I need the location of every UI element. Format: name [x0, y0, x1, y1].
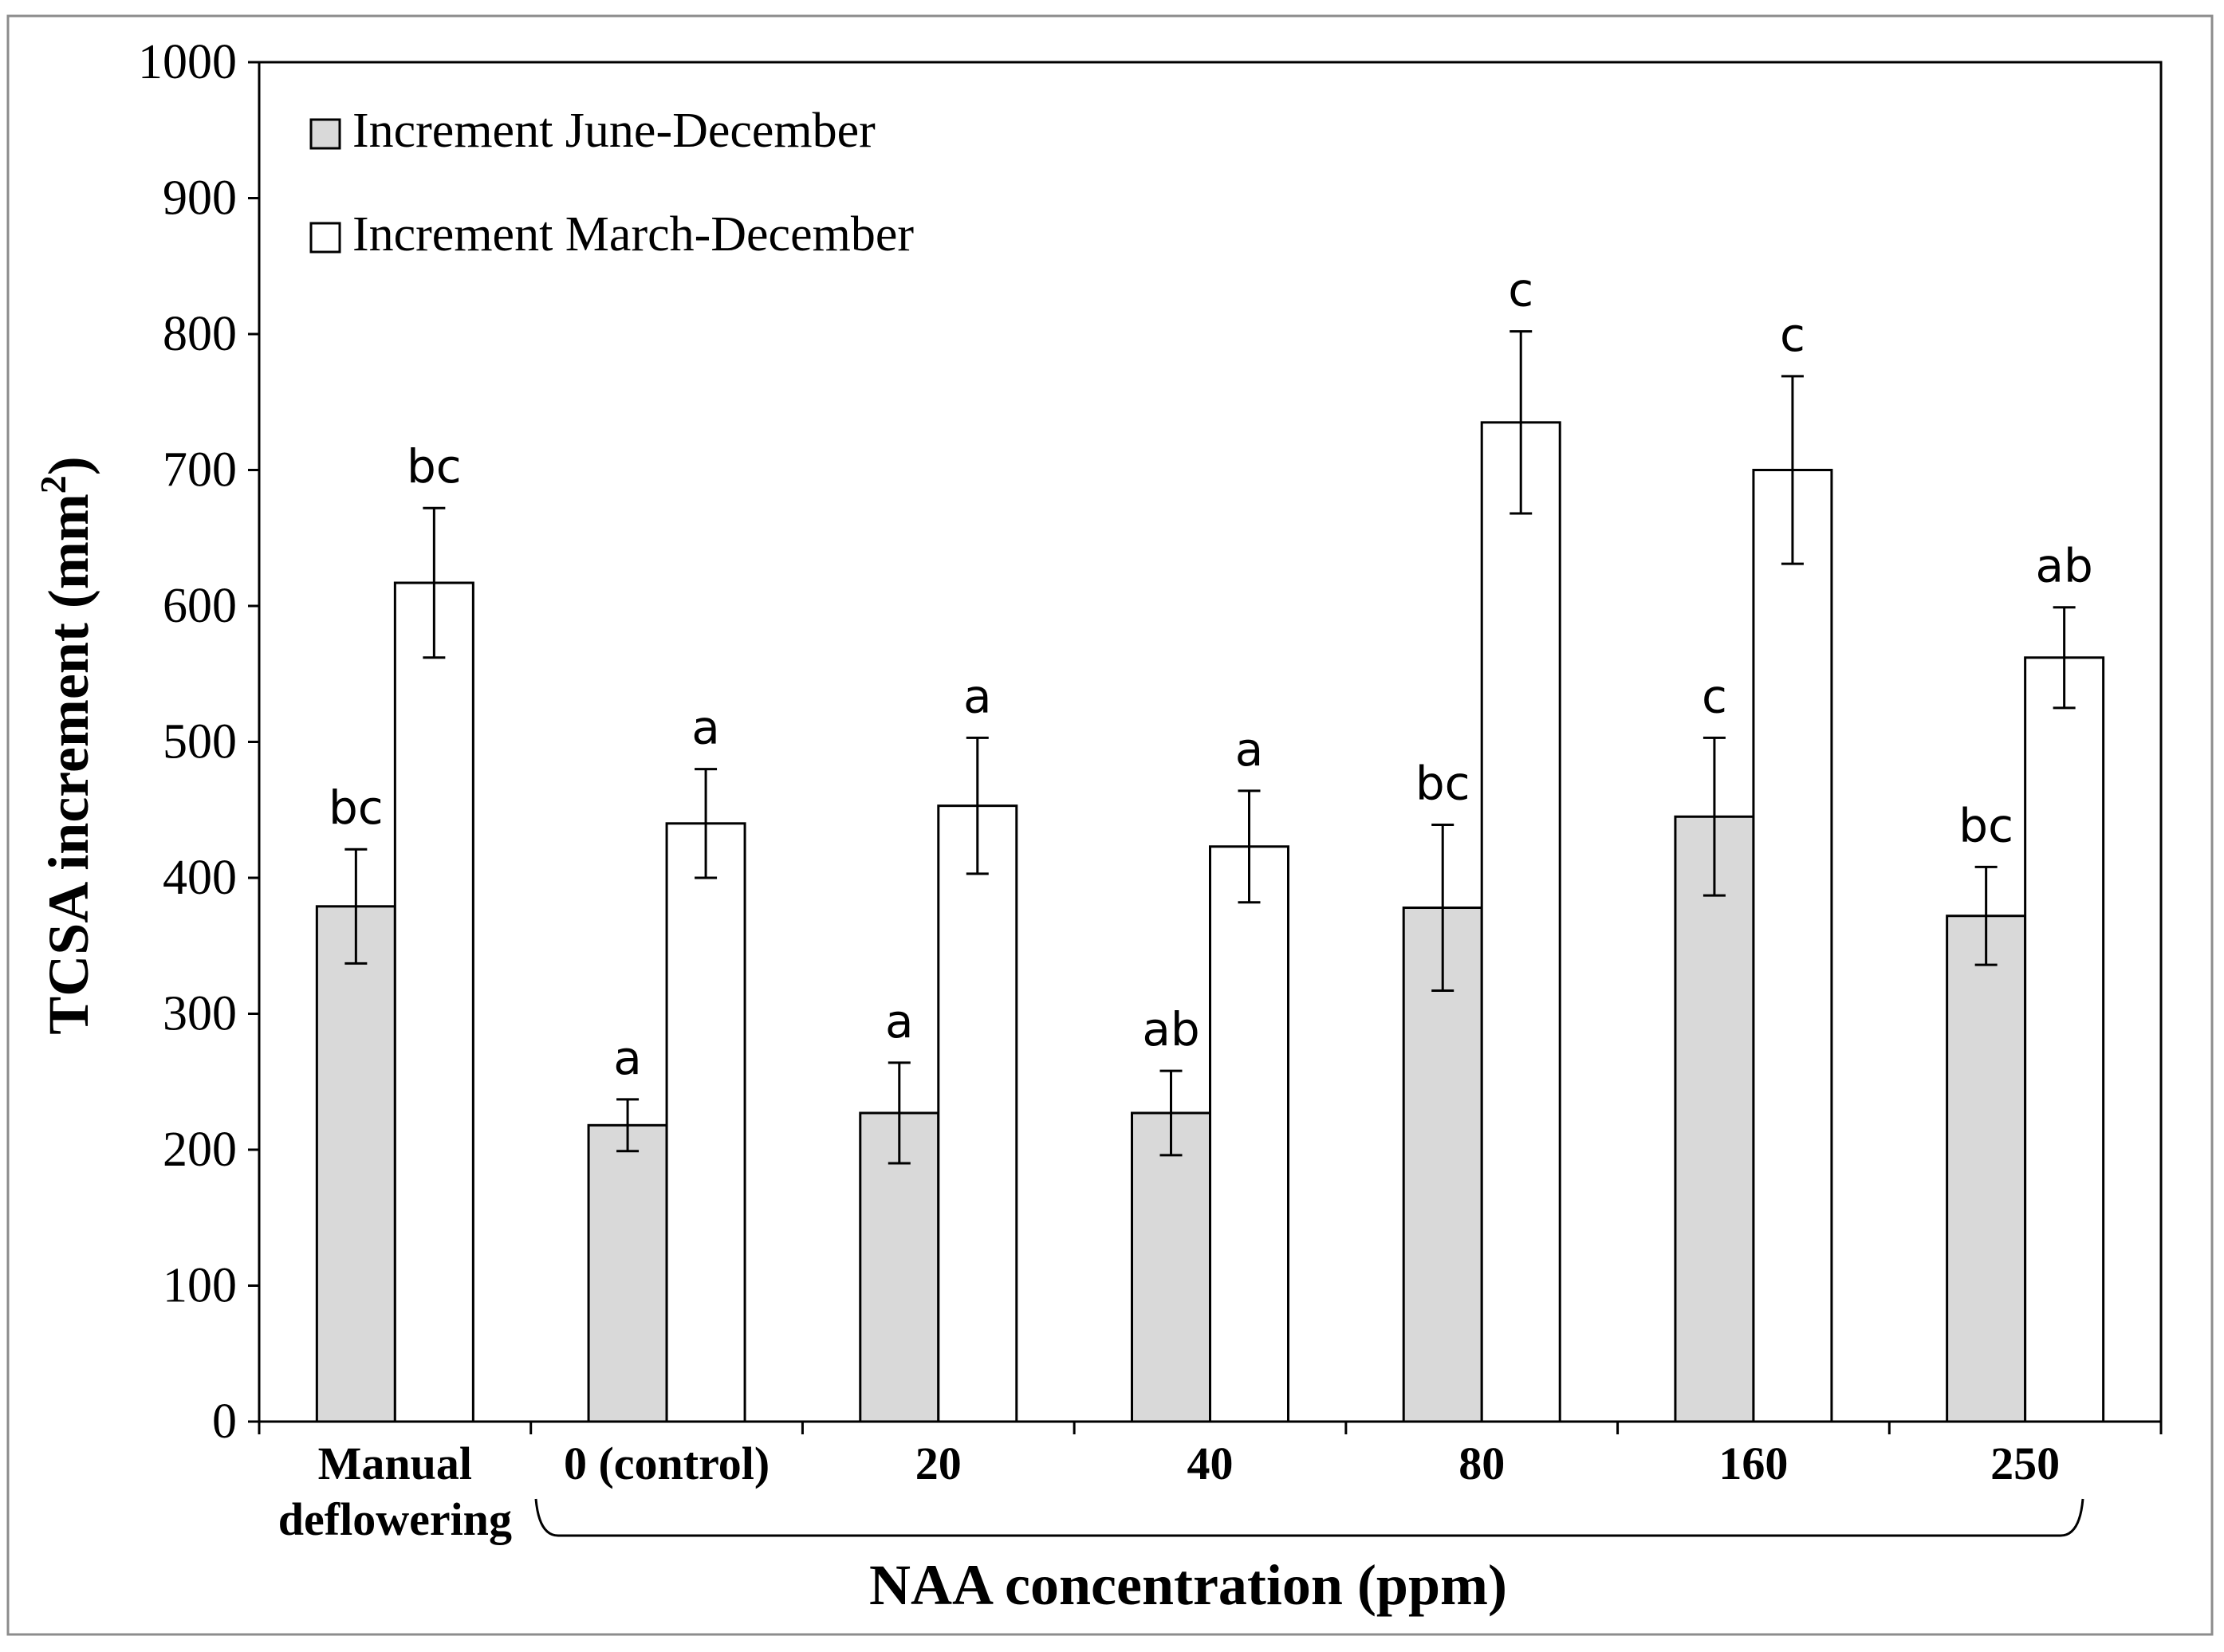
bars: bc a a ab bc c bc bc a a a c c ab [315, 263, 2105, 1423]
significance-letter: a [691, 701, 720, 755]
bar [1946, 914, 2027, 1423]
y-axis-title: TCSA increment (mm2) [33, 456, 100, 1035]
x-tick-label: 160 [1718, 1438, 1788, 1489]
bar [665, 822, 746, 1423]
x-axis-title: NAA concentration (ppm) [869, 1553, 1507, 1617]
x-tick-label: 20 [915, 1438, 962, 1489]
legend-label: Increment March-December [352, 207, 914, 262]
bar [1131, 1111, 1211, 1423]
y-axis-title-superscript: 2 [33, 475, 73, 494]
y-tick-label: 400 [163, 851, 237, 905]
y-tick-label: 300 [163, 987, 237, 1041]
x-tick-label: 250 [1990, 1438, 2060, 1489]
bar [1752, 469, 1833, 1423]
bar [937, 804, 1018, 1423]
legend-swatch [309, 118, 341, 150]
y-tick-label: 700 [163, 443, 237, 498]
legend-label: Increment June-December [352, 104, 876, 158]
y-axis-title-end: ) [37, 456, 100, 475]
y-axis: 0 100 200 300 400 500 600 700 800 900 1000 [138, 35, 259, 1449]
y-tick-label: 200 [163, 1123, 237, 1177]
significance-letter: bc [1958, 798, 2013, 852]
significance-letter: bc [329, 781, 384, 835]
bar [2024, 656, 2105, 1423]
bar [1480, 421, 1561, 1423]
bar [1674, 815, 1755, 1423]
y-tick-label: 1000 [138, 35, 237, 89]
x-tick-label: Manual [318, 1438, 472, 1489]
significance-letter: ab [2035, 539, 2092, 593]
significance-letter: c [1508, 263, 1533, 317]
bar [393, 581, 474, 1423]
x-tick-label: 80 [1458, 1438, 1505, 1489]
bar [1402, 907, 1483, 1423]
significance-letter: bc [407, 439, 462, 494]
bar [1209, 845, 1289, 1423]
bar [587, 1123, 668, 1423]
legend-swatch [309, 222, 341, 254]
y-tick-label: 500 [163, 715, 237, 769]
significance-letter: ab [1142, 1002, 1199, 1056]
significance-letter: a [613, 1031, 642, 1085]
y-tick-label: 900 [163, 171, 237, 226]
significance-letter: bc [1415, 757, 1470, 811]
x-tick-label: 40 [1187, 1438, 1234, 1489]
legend: Increment June-December Increment March-D… [309, 104, 914, 262]
y-tick-label: 600 [163, 579, 237, 633]
x-tick-label: 0 (control) [564, 1438, 770, 1489]
y-tick-label: 100 [163, 1259, 237, 1313]
y-tick-label: 800 [163, 307, 237, 361]
bar [315, 905, 396, 1423]
naa-group-bracket [534, 1498, 2084, 1537]
x-tick-label: deflowering [278, 1493, 512, 1545]
y-tick-label: 0 [212, 1394, 237, 1449]
significance-letter: c [1702, 669, 1727, 723]
significance-letter: c [1780, 308, 1805, 362]
y-axis-title-main: TCSA increment (mm [37, 494, 100, 1035]
significance-letter: a [963, 669, 992, 723]
significance-letter: a [1235, 722, 1264, 777]
significance-letter: a [885, 994, 914, 1048]
